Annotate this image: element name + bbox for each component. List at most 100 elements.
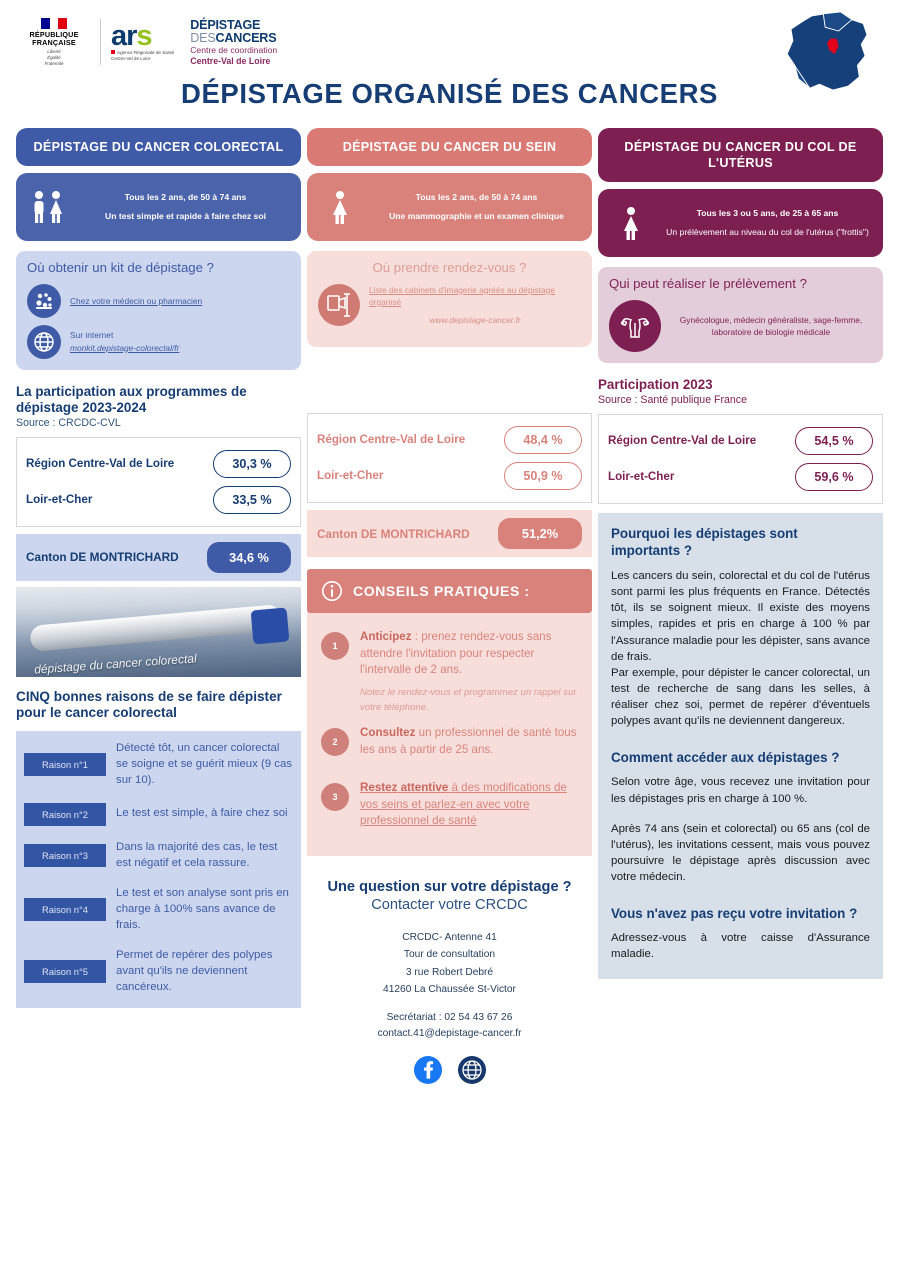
address-line: Tour de consultation xyxy=(403,949,496,961)
uterus-desc: Un prélèvement au niveau du col de l'uté… xyxy=(666,227,869,238)
stat-value: 54,5 % xyxy=(795,427,873,456)
republique-francaise-logo: RÉPUBLIQUE FRANÇAISE Liberté Égalité Frate… xyxy=(18,18,90,67)
uterus-info-band: Tous les 3 ou 5 ans, de 25 à 65 ans Un p… xyxy=(598,189,883,258)
sein-rdv-text: Liste des cabinets d'imagerie agréés au … xyxy=(369,284,581,327)
uterus-who-title: Qui peut réaliser le prélèvement ? xyxy=(609,276,807,292)
contact-question: Une question sur votre dépistage ? xyxy=(327,878,572,895)
tip-number: 2 xyxy=(321,728,349,757)
uterus-band-title: DÉPISTAGE DU CANCER DU COL DE L'UTÉRUS xyxy=(598,128,883,183)
sein-band-title: DÉPISTAGE DU CANCER DU SEIN xyxy=(307,128,592,167)
tip-number: 3 xyxy=(321,783,349,812)
list-item: 2 Consultez un professionnel de santé to… xyxy=(321,725,578,758)
conseils-header-label: CONSEILS PRATIQUES : xyxy=(353,583,530,600)
logo-descancers-line: DESCANCERS xyxy=(190,30,277,45)
reasons-list: Raison n°1 Détecté tôt, un cancer colore… xyxy=(16,730,301,1008)
tip-text[interactable]: Restez attentive à des modifications de … xyxy=(360,780,578,829)
colorectal-kit-row-doctor[interactable]: Chez votre médecin ou pharmacien xyxy=(27,283,290,318)
tip-rest: un professionnel de santé tous les ans à… xyxy=(360,726,577,756)
colorectal-stats-box: Région Centre-Val de Loire 30,3 % Loir-e… xyxy=(16,436,301,527)
website-icon[interactable] xyxy=(457,1055,487,1085)
list-item: Raison n°3 Dans la majorité des cas, le … xyxy=(24,840,293,872)
french-flag-icon xyxy=(41,18,68,29)
info-paragraph-2: Par exemple, pour dépister le cancer col… xyxy=(611,666,870,728)
social-links xyxy=(307,1055,592,1085)
conseils-list: 1 Anticipez : prenez rendez-vous sans at… xyxy=(307,613,592,856)
tip-text: Consultez un professionnel de santé tous… xyxy=(360,725,578,758)
participation-left-heading: La participation aux programmes de dépis… xyxy=(16,384,301,429)
colorectal-kit-title: Où obtenir un kit de dépistage ? xyxy=(27,260,214,276)
globe-icon xyxy=(27,324,61,359)
colorectal-kit-internet-url[interactable]: monkit.depistage-colorectal/fr xyxy=(70,342,180,353)
republique-line2: FRANÇAISE xyxy=(32,38,76,48)
participation-left-title: La participation aux programmes de dépis… xyxy=(16,383,247,415)
reason-tag: Raison n°3 xyxy=(24,844,106,868)
table-row: Région Centre-Val de Loire 30,3 % xyxy=(26,446,291,482)
page-title: DÉPISTAGE ORGANISÉ DES CANCERS xyxy=(180,78,718,109)
list-item: Raison n°5 Permet de repérer des polypes… xyxy=(24,948,293,996)
tip-bold: Consultez xyxy=(360,726,416,740)
table-row: Région Centre-Val de Loire 48,4 % xyxy=(317,422,582,458)
woman-icon xyxy=(317,187,363,227)
stat-value: 50,9 % xyxy=(504,462,582,491)
contact-block: Une question sur votre dépistage ? Conta… xyxy=(307,878,592,1085)
ars-subtitle: Agence Régionale de Santé Centre-Val de L… xyxy=(111,50,175,62)
reason-tag: Raison n°4 xyxy=(24,898,106,922)
colorectal-freq: Tous les 2 ans, de 50 à 74 ans xyxy=(124,191,247,202)
reason-text: Détecté tôt, un cancer colorectal se soi… xyxy=(116,741,293,786)
info-paragraph-5: Adressez-vous à votre caisse d'Assurance… xyxy=(611,932,870,961)
colorectal-info-band: Tous les 2 ans, de 50 à 74 ans Un test s… xyxy=(16,173,301,242)
stat-label: Loir-et-Cher xyxy=(608,470,675,484)
mammography-machine-icon xyxy=(318,283,360,326)
logo-divider xyxy=(100,19,101,66)
tip-rest: : prenez rendez-vous sans attendre l'inv… xyxy=(360,630,552,677)
logo-region-line: Centre-Val de Loire xyxy=(190,55,271,66)
uterus-who-row: Gynécologue, médecin généraliste, sage-f… xyxy=(609,299,872,352)
stat-value: 33,5 % xyxy=(213,485,291,514)
sein-rdv-link[interactable]: Liste des cabinets d'imagerie agréés au … xyxy=(369,284,555,307)
sein-rdv-title: Où prendre rendez-vous ? xyxy=(372,260,527,276)
depistage-des-cancers-logo: DÉPISTAGE DESCANCERS Centre de coordinat… xyxy=(190,18,277,67)
info-heading-no-invitation: Vous n'avez pas reçu votre invitation ? xyxy=(611,905,858,921)
sein-freq: Tous les 2 ans, de 50 à 74 ans xyxy=(415,191,538,202)
tip-number: 1 xyxy=(321,632,349,661)
tip-text: Anticipez : prenez rendez-vous sans atte… xyxy=(360,629,578,678)
uterus-stats-box: Région Centre-Val de Loire 54,5 % Loir-e… xyxy=(598,414,883,505)
table-row: Loir-et-Cher 59,6 % xyxy=(608,459,873,495)
reasons-title: CINQ bonnes raisons de se faire dépister… xyxy=(16,688,282,721)
sein-rdv-box: Où prendre rendez-vous ? Liste des cabin… xyxy=(307,251,592,348)
table-row: Loir-et-Cher 50,9 % xyxy=(317,458,582,494)
list-item: Raison n°2 Le test est simple, à faire c… xyxy=(24,802,293,826)
info-paragraph-1: Les cancers du sein, colorectal et du co… xyxy=(611,569,870,663)
sein-rdv-url[interactable]: www.depistage-cancer.fr xyxy=(429,314,521,325)
info-panel: Pourquoi les dépistages sont importants … xyxy=(598,513,883,979)
canton-label: Canton DE MONTRICHARD xyxy=(317,526,470,541)
sein-rdv-row[interactable]: Liste des cabinets d'imagerie agréés au … xyxy=(318,283,581,327)
sein-info-text: Tous les 2 ans, de 50 à 74 ans Une mammo… xyxy=(371,192,582,223)
table-row: Région Centre-Val de Loire 54,5 % xyxy=(608,423,873,459)
header: RÉPUBLIQUE FRANÇAISE Liberté Égalité Frate… xyxy=(0,0,899,120)
tip-spacer xyxy=(321,766,578,780)
tube-cap-shape xyxy=(250,607,290,645)
stat-value: 30,3 % xyxy=(213,449,291,478)
address-line: CRCDC- Antenne 41 xyxy=(402,931,497,943)
list-item[interactable]: 3 Restez attentive à des modifications d… xyxy=(321,780,578,829)
reason-text: Dans la majorité des cas, le test est né… xyxy=(116,840,278,869)
list-item: Raison n°1 Détecté tôt, un cancer colore… xyxy=(24,741,293,789)
facebook-icon[interactable] xyxy=(413,1055,443,1085)
republique-line1: RÉPUBLIQUE xyxy=(29,30,79,39)
canton-value: 34,6 % xyxy=(207,541,291,573)
colorectal-kit-row-internet[interactable]: Sur internet monkit.depistage-colorectal… xyxy=(27,324,290,359)
participation-left-source: Source : CRCDC-CVL xyxy=(16,416,121,429)
contact-email[interactable]: contact.41@depistage-cancer.fr xyxy=(377,1028,522,1040)
colorectal-kit-doctor-link[interactable]: Chez votre médecin ou pharmacien xyxy=(70,295,203,306)
stat-value: 48,4 % xyxy=(504,426,582,455)
secretariat-phone: Secrétariat : 02 54 43 67 26 xyxy=(386,1011,513,1023)
column-uterus: DÉPISTAGE DU CANCER DU COL DE L'UTÉRUS T… xyxy=(598,128,883,1085)
sein-info-band: Tous les 2 ans, de 50 à 74 ans Une mammo… xyxy=(307,173,592,242)
address-line: 41260 La Chaussée St-Victor xyxy=(383,984,516,996)
uterus-info-text: Tous les 3 ou 5 ans, de 25 à 65 ans Un p… xyxy=(662,208,873,239)
colorectal-kit-box: Où obtenir un kit de dépistage ? Chez vo… xyxy=(16,251,301,370)
test-kit-photo: dépistage du cancer colorectal xyxy=(16,586,301,677)
region-map-icon xyxy=(786,11,868,91)
reason-tag: Raison n°5 xyxy=(24,960,106,984)
